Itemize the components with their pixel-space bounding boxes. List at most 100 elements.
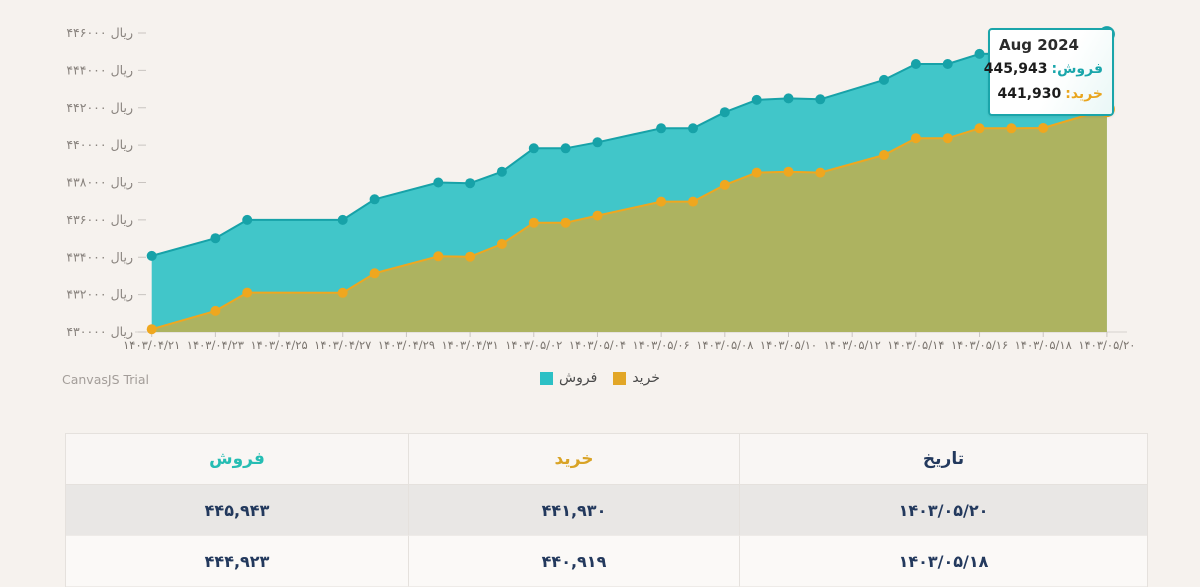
x-axis-label: ۱۴۰۳/۰۵/۱۴ — [887, 338, 944, 352]
y-axis-label: ۴۳۰۰۰۰ ریال — [66, 324, 133, 340]
y-axis-label: ۴۳۴۰۰۰ ریال — [66, 249, 133, 265]
y-axis-label: ۴۴۴۰۰۰ ریال — [66, 62, 133, 78]
table-cell: ۴۴۰,۹۱۹ — [408, 536, 739, 587]
marker-buy[interactable] — [528, 217, 539, 228]
marker-buy[interactable] — [974, 123, 985, 134]
table-header-cell: فروش — [66, 434, 408, 485]
price-area-chart[interactable]: ۱۴۰۳/۰۴/۲۱ ۱۴۰۳/۰۴/۲۳ ۱۴۰۳/۰۴/۲۵ ۱۴۰۳/۰۴/۲۷… — [0, 0, 1200, 362]
marker-buy[interactable] — [751, 167, 762, 178]
marker-sale[interactable] — [592, 137, 603, 148]
marker-buy[interactable] — [783, 166, 794, 177]
x-axis-label: ۱۴۰۳/۰۴/۳۱ — [442, 338, 499, 352]
x-axis-label: ۱۴۰۳/۰۵/۰۸ — [696, 338, 753, 352]
tooltip-row: فروش:445,943 — [984, 57, 1103, 82]
marker-buy[interactable] — [465, 251, 476, 262]
marker-sale[interactable] — [815, 94, 826, 105]
marker-buy[interactable] — [688, 196, 698, 207]
marker-buy[interactable] — [433, 251, 444, 262]
table-cell: ۴۴۵,۹۴۳ — [66, 485, 408, 536]
y-axis-label: ۴۴۲۰۰۰ ریال — [66, 100, 133, 116]
marker-buy[interactable] — [879, 150, 889, 160]
marker-buy[interactable] — [656, 196, 667, 207]
price-table: فروش خرید تاریخ ۴۴۵,۹۴۳ ۴۴۱,۹۳۰ ۱۴۰۳/۰۵/۲۰ ۴۴… — [65, 433, 1148, 587]
legend-label: فروش — [559, 370, 598, 386]
marker-buy[interactable] — [210, 305, 221, 316]
marker-buy[interactable] — [910, 133, 921, 144]
marker-buy[interactable] — [815, 167, 826, 178]
marker-buy[interactable] — [1006, 123, 1017, 134]
x-axis-label: ۱۴۰۳/۰۵/۰۶ — [633, 338, 690, 352]
table-row: ۴۴۴,۹۲۳ ۴۴۰,۹۱۹ ۱۴۰۳/۰۵/۱۸ — [66, 536, 1147, 587]
marker-sale[interactable] — [528, 143, 539, 154]
table-cell: ۴۴۱,۹۳۰ — [408, 485, 739, 536]
x-axis-label: ۱۴۰۳/۰۴/۲۵ — [250, 338, 307, 352]
area-buy — [151, 109, 1107, 332]
y-axis-label: ۴۳۲۰۰۰ ریال — [66, 287, 133, 303]
marker-buy[interactable] — [1038, 123, 1049, 133]
marker-sale[interactable] — [242, 214, 253, 225]
legend-swatch-icon — [613, 371, 627, 385]
table-cell: ۱۴۰۳/۰۵/۱۸ — [739, 536, 1147, 587]
marker-sale[interactable] — [433, 177, 444, 188]
marker-sale[interactable] — [783, 93, 794, 104]
marker-sale[interactable] — [751, 94, 762, 105]
x-axis-label: ۱۴۰۳/۰۵/۱۲ — [824, 338, 881, 352]
marker-sale[interactable] — [210, 233, 221, 244]
chart-area: ۱۴۰۳/۰۴/۲۱ ۱۴۰۳/۰۴/۲۳ ۱۴۰۳/۰۴/۲۵ ۱۴۰۳/۰۴/۲۷… — [0, 0, 1200, 387]
marker-sale[interactable] — [496, 166, 507, 177]
y-axis-label: ۴۳۶۰۰۰ ریال — [66, 212, 133, 228]
marker-sale[interactable] — [974, 48, 985, 59]
marker-sale[interactable] — [942, 59, 953, 69]
marker-sale[interactable] — [146, 250, 157, 261]
marker-sale[interactable] — [369, 194, 380, 205]
x-axis-label: ۱۴۰۳/۰۵/۲۰ — [1078, 338, 1135, 352]
legend-item-فروش[interactable]: فروش — [540, 370, 597, 386]
marker-sale[interactable] — [656, 123, 667, 134]
x-axis-label: ۱۴۰۳/۰۵/۱۶ — [951, 338, 1008, 352]
table-body: ۴۴۵,۹۴۳ ۴۴۱,۹۳۰ ۱۴۰۳/۰۵/۲۰ ۴۴۴,۹۲۳ ۴۴۰,۹۱۹ ۱۴… — [66, 485, 1147, 587]
line-buy — [151, 108, 1108, 331]
marker-sale[interactable] — [879, 74, 889, 85]
y-axis-label: ۴۴۶۰۰۰ ریال — [66, 25, 133, 41]
x-axis-label: ۱۴۰۳/۰۴/۲۹ — [378, 338, 435, 352]
table-row: ۴۴۵,۹۴۳ ۴۴۱,۹۳۰ ۱۴۰۳/۰۵/۲۰ — [66, 485, 1147, 536]
tooltip-rows: فروش:445,943 خرید:441,930 — [984, 57, 1103, 107]
table-header-cell: خرید — [408, 434, 739, 485]
marker-buy[interactable] — [719, 179, 730, 190]
tooltip-series-value: 445,943 — [983, 61, 1048, 77]
y-axis-label: ۴۳۸۰۰۰ ریال — [66, 175, 133, 191]
x-axis-label: ۱۴۰۳/۰۴/۲۷ — [314, 338, 371, 352]
marker-buy[interactable] — [592, 210, 603, 221]
table-header: فروش خرید تاریخ — [66, 434, 1147, 485]
tooltip-row: خرید:441,930 — [997, 82, 1103, 107]
tooltip-title: Aug 2024 — [999, 36, 1079, 54]
y-axis-label: ۴۴۰۰۰۰ ریال — [66, 137, 133, 153]
marker-sale[interactable] — [910, 59, 921, 69]
marker-buy[interactable] — [242, 287, 253, 298]
table-cell: ۱۴۰۳/۰۵/۲۰ — [739, 485, 1147, 536]
marker-sale[interactable] — [337, 214, 348, 225]
table-header-cell: تاریخ — [739, 434, 1147, 485]
marker-buy[interactable] — [146, 324, 157, 335]
x-axis-label: ۱۴۰۳/۰۵/۰۲ — [505, 338, 562, 352]
marker-sale[interactable] — [465, 178, 476, 189]
marker-buy[interactable] — [560, 217, 571, 228]
table-cell: ۴۴۴,۹۲۳ — [66, 536, 408, 587]
legend-swatch-icon — [540, 371, 554, 385]
marker-buy[interactable] — [496, 239, 507, 249]
marker-buy[interactable] — [942, 133, 953, 144]
marker-sale[interactable] — [560, 143, 571, 154]
line-sale — [151, 33, 1108, 257]
x-axis-label: ۱۴۰۳/۰۵/۱۰ — [760, 338, 817, 352]
canvasjs-watermark: CanvasJS Trial — [62, 372, 150, 387]
x-axis-label: ۱۴۰۳/۰۵/۰۴ — [569, 338, 626, 352]
chart-legend: فروش خرید — [0, 370, 1200, 386]
marker-sale[interactable] — [688, 123, 698, 134]
x-axis-label: ۱۴۰۳/۰۴/۲۳ — [187, 338, 244, 352]
marker-sale[interactable] — [719, 107, 730, 118]
marker-buy[interactable] — [369, 268, 380, 279]
legend-item-خرید[interactable]: خرید — [613, 370, 660, 386]
legend-label: خرید — [632, 370, 660, 386]
marker-buy[interactable] — [337, 287, 348, 298]
